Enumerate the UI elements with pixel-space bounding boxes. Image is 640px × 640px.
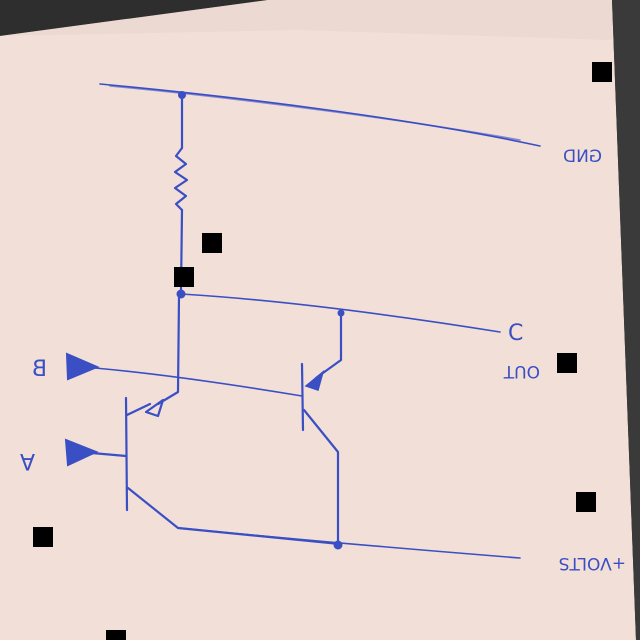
q1-emitter-arrow <box>144 398 165 418</box>
marker-square <box>106 630 126 640</box>
input-b-arrow <box>65 352 100 381</box>
q1-emitter-lead <box>125 402 152 417</box>
q2-emitter-arrow <box>304 369 325 391</box>
gnd-rail-line <box>99 83 541 147</box>
q2-collector-wire <box>314 311 343 380</box>
gnd-label-group: GND <box>563 147 602 167</box>
a-label-group: A <box>20 448 35 473</box>
marker-square <box>202 233 222 253</box>
paper-shadow-edge <box>612 0 640 640</box>
input-a-arrow <box>64 438 99 467</box>
c-label: C <box>508 321 523 346</box>
b-label-group: B <box>32 357 47 382</box>
gnd-rail-line-2 <box>109 85 521 141</box>
marker-square <box>592 62 612 82</box>
marker-square <box>174 267 194 287</box>
q2-lower-lead <box>302 408 340 546</box>
a-label: A <box>20 448 35 473</box>
volts-rail-line <box>179 527 521 559</box>
input-b-wire <box>94 367 303 397</box>
q1-base-bar <box>124 396 129 512</box>
resistor-zigzag <box>173 146 189 212</box>
out-label: OUT <box>503 361 540 381</box>
paper-fold <box>0 0 612 40</box>
input-a-wire <box>90 451 128 458</box>
output-line <box>180 293 501 333</box>
volts-label: +VOLTS <box>559 553 626 573</box>
marker-square <box>576 492 596 512</box>
q2-base-bar <box>300 362 305 432</box>
marker-square <box>33 527 53 547</box>
q1-collector-wire <box>156 294 181 406</box>
out-label-group: OUT <box>503 361 540 381</box>
volts-junction-dot <box>333 540 343 550</box>
volts-label-group: +VOLTS <box>559 553 626 573</box>
b-label: B <box>32 357 47 382</box>
marker-square <box>557 353 577 373</box>
gnd-label: GND <box>563 147 602 167</box>
